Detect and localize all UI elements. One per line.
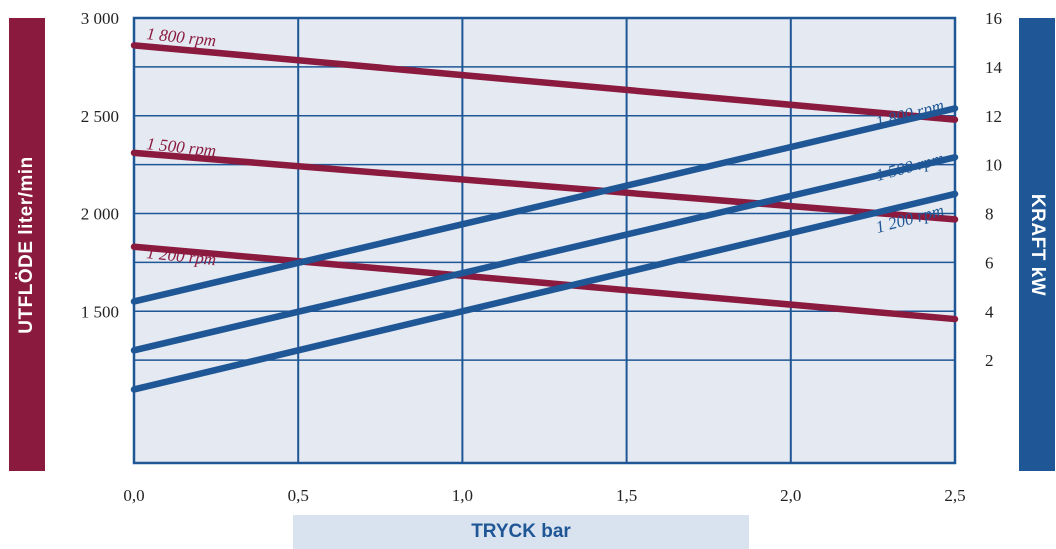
flow-line-0 — [130, 42, 959, 123]
flow-line-2 — [130, 243, 959, 323]
y-left-tick-label: 2 500 — [81, 107, 119, 126]
power-line-4 — [130, 154, 959, 354]
x-axis-band: TRYCK bar — [293, 515, 749, 549]
y-right-tick-label: 12 — [985, 107, 1002, 126]
y-right-tick-label: 16 — [985, 9, 1002, 28]
x-axis-title: TRYCK bar — [471, 521, 571, 542]
right-axis-band: KRAFT kW — [1019, 18, 1055, 471]
y-right-tick-label: 6 — [985, 253, 994, 272]
power-line-3 — [130, 105, 959, 305]
x-tick-label: 1,0 — [452, 486, 473, 505]
left-axis-band: UTFLÖDE liter/min — [9, 18, 45, 471]
plot-frame — [132, 16, 957, 465]
x-tick-label: 0,0 — [123, 486, 144, 505]
y-right-tick-label: 14 — [985, 58, 1003, 77]
y-right-tick-label: 2 — [985, 351, 994, 370]
x-tick-label: 2,0 — [780, 486, 801, 505]
y-right-tick-label: 4 — [985, 302, 994, 321]
y-right-tick-label: 8 — [985, 205, 994, 224]
flow-line-1 — [130, 149, 959, 223]
y-left-tick-label: 2 000 — [81, 205, 119, 224]
y-left-tick-label: 1 500 — [81, 302, 119, 321]
x-tick-label: 2,5 — [944, 486, 965, 505]
x-tick-label: 1,5 — [616, 486, 637, 505]
y-left-tick-label: 3 000 — [81, 9, 119, 28]
y-right-tick-label: 10 — [985, 156, 1002, 175]
power-line-5 — [130, 190, 959, 393]
plot-area — [134, 18, 955, 463]
x-tick-label: 0,5 — [288, 486, 309, 505]
